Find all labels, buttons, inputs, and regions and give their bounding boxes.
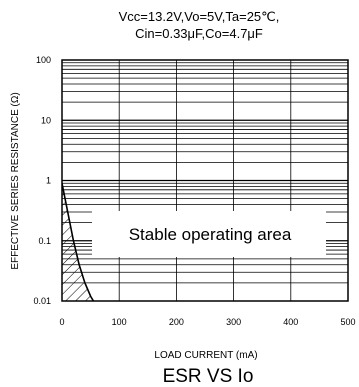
- conditions-line-2: Cin=0.33μF,Co=4.7μF: [135, 26, 263, 41]
- y-tick-labels: 0.01 0.1 1 10 100: [33, 55, 51, 306]
- y-tick-label: 0.01: [33, 296, 51, 306]
- y-tick-label: 0.1: [38, 236, 51, 246]
- region-label: Stable operating area: [129, 225, 292, 244]
- unstable-region: [62, 183, 95, 301]
- x-tick-label: 100: [112, 317, 127, 327]
- y-axis-label: EFFECTIVE SERIES RESISTANCE (Ω): [10, 92, 21, 269]
- region-label-background: [92, 211, 326, 257]
- esr-boundary-curve: [62, 183, 95, 301]
- y-tick-label: 10: [41, 115, 51, 125]
- chart-caption: ESR VS Io: [163, 366, 254, 387]
- y-tick-label: 1: [46, 176, 51, 186]
- x-tick-label: 400: [283, 317, 298, 327]
- plot-frame: [61, 59, 349, 302]
- x-tick-label: 500: [340, 317, 355, 327]
- grid-lines: [62, 60, 348, 301]
- x-axis-label: LOAD CURRENT (mA): [154, 350, 257, 361]
- unstable-region-hatch: [62, 183, 94, 301]
- x-tick-label: 200: [169, 317, 184, 327]
- x-tick-labels: 0 100 200 300 400 500: [59, 317, 355, 327]
- y-tick-label: 100: [36, 55, 51, 65]
- x-tick-label: 0: [59, 317, 64, 327]
- conditions-line-1: Vcc=13.2V,Vo=5V,Ta=25℃,: [119, 9, 280, 24]
- x-tick-label: 300: [226, 317, 241, 327]
